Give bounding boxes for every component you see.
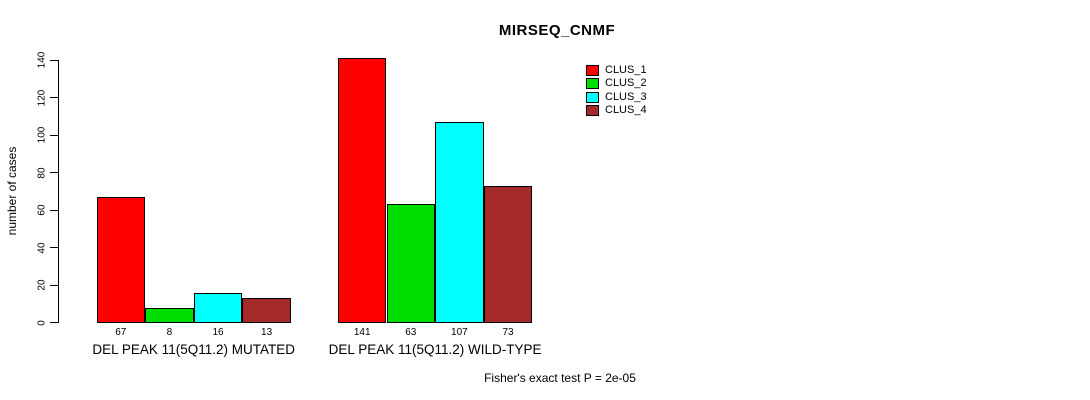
y-tick-mark <box>50 322 58 323</box>
footer-annotation: Fisher's exact test P = 2e-05 <box>484 371 636 385</box>
y-tick-label: 100 <box>36 126 48 144</box>
legend: CLUS_1 CLUS_2 CLUS_3 CLUS_4 <box>586 64 647 117</box>
y-tick-mark <box>50 97 58 98</box>
y-tick-label: 120 <box>36 89 48 106</box>
bar-clus_3-group1 <box>193 292 243 323</box>
y-tick-label: 40 <box>36 241 48 254</box>
y-tick-mark <box>50 209 58 211</box>
y-tick-label: 20 <box>36 279 48 291</box>
y-tick-mark <box>50 59 58 61</box>
legend-item: CLUS_3 <box>586 91 647 104</box>
bar-value-label: 73 <box>502 327 514 338</box>
chart-title: MIRSEQ_CNMF <box>498 22 616 39</box>
legend-swatch <box>586 105 599 117</box>
y-tick-mark <box>50 284 58 286</box>
y-tick-label: 140 <box>36 51 48 69</box>
bar-value-label: 141 <box>353 327 371 338</box>
bar-clus_4-group2 <box>483 185 533 323</box>
legend-item: CLUS_4 <box>586 104 647 117</box>
bar-value-label: 16 <box>212 327 224 338</box>
legend-label: CLUS_3 <box>605 90 647 103</box>
y-tick-label: 60 <box>36 204 48 216</box>
bar-clus_1-group1 <box>96 196 146 323</box>
bar-clus_2-group2 <box>386 204 436 323</box>
legend-label: CLUS_4 <box>605 104 647 117</box>
group-label: DEL PEAK 11(5Q11.2) MUTATED <box>92 342 295 357</box>
legend-label: CLUS_2 <box>605 77 647 90</box>
y-tick-mark <box>50 247 58 248</box>
bar-value-label: 107 <box>451 327 468 338</box>
legend-label: CLUS_1 <box>605 64 647 77</box>
bar-value-label: 8 <box>166 327 173 338</box>
bar-clus_2-group1 <box>145 307 194 323</box>
bar-value-label: 13 <box>261 327 273 338</box>
bar-clus_1-group2 <box>337 58 387 323</box>
legend-item: CLUS_2 <box>586 77 647 90</box>
legend-swatch <box>586 78 599 90</box>
bar-value-label: 63 <box>405 327 417 338</box>
y-axis-title: number of cases <box>5 146 19 236</box>
y-tick-mark <box>50 172 58 173</box>
legend-swatch <box>586 91 599 103</box>
bar-value-label: 67 <box>115 327 127 338</box>
group-label: DEL PEAK 11(5Q11.2) WILD-TYPE <box>328 342 542 357</box>
y-tick-label: 0 <box>36 319 48 326</box>
y-axis-line <box>58 60 59 323</box>
bar-clus_4-group1 <box>242 298 291 323</box>
y-tick-mark <box>50 134 58 136</box>
y-tick-label: 80 <box>36 166 48 179</box>
legend-item: CLUS_1 <box>586 64 647 77</box>
bar-clus_3-group2 <box>435 121 484 323</box>
legend-swatch <box>586 65 599 77</box>
